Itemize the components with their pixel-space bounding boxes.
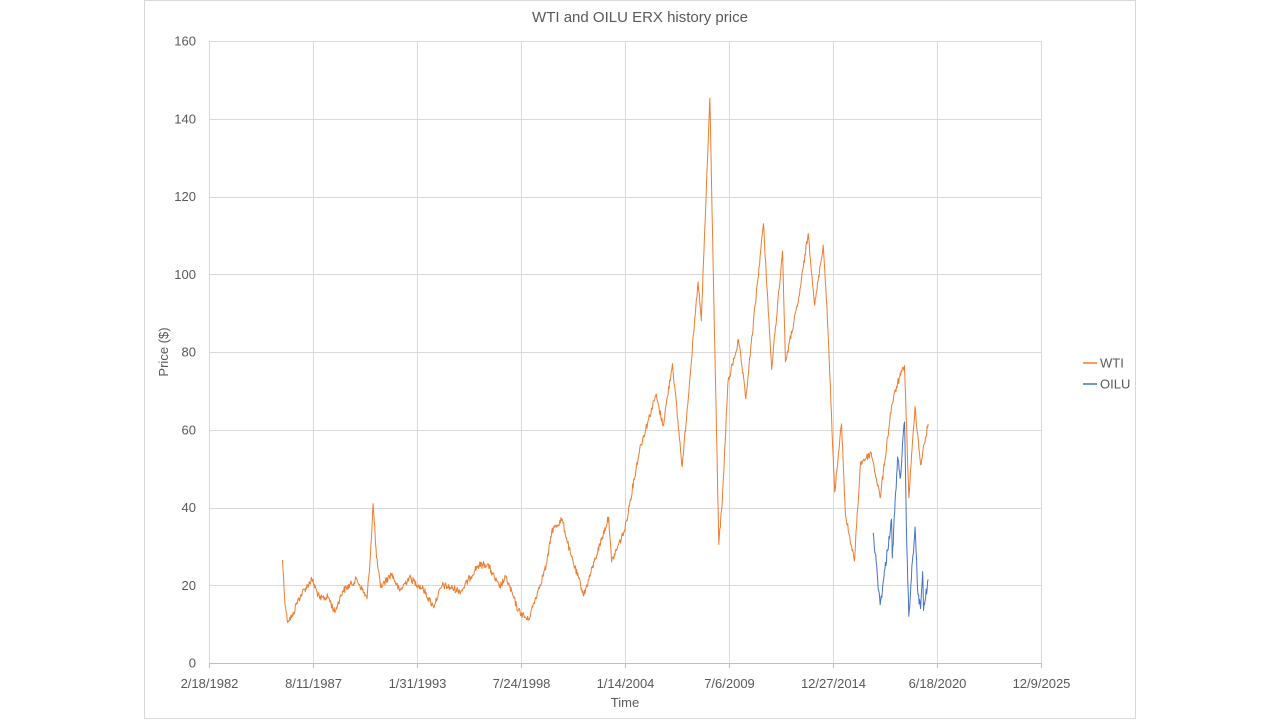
y-axis-title: Price ($) — [156, 327, 171, 376]
x-tick-label: 7/6/2009 — [704, 676, 755, 691]
series-layer — [282, 97, 929, 624]
x-tick-label: 1/31/1993 — [389, 676, 447, 691]
gridlines — [209, 41, 1042, 668]
chart-title: WTI and OILU ERX history price — [532, 9, 748, 26]
y-tick-label: 60 — [182, 422, 196, 437]
legend-item-oilu: OILU — [1083, 377, 1130, 392]
x-tick-label: 6/18/2020 — [909, 676, 967, 691]
y-tick-label: 100 — [174, 267, 196, 282]
x-tick-label: 2/18/1982 — [181, 676, 239, 691]
series-line-wti — [282, 97, 929, 624]
tick-labels: 0 20 40 60 80 100 120 140 160 2/18/1982 8/11/1987 1… — [174, 34, 1070, 692]
legend-label-oilu: OILU — [1100, 377, 1130, 392]
y-tick-label: 120 — [174, 189, 196, 204]
y-tick-label: 80 — [182, 345, 196, 360]
y-tick-label: 140 — [174, 111, 196, 126]
x-tick-label: 8/11/1987 — [285, 676, 342, 691]
x-tick-label: 12/27/2014 — [801, 676, 866, 691]
y-tick-label: 160 — [174, 34, 196, 49]
chart-area-border — [144, 0, 1136, 719]
legend-label-wti: WTI — [1100, 356, 1124, 371]
legend-item-wti: WTI — [1083, 356, 1124, 371]
y-tick-label: 0 — [189, 656, 196, 671]
legend: WTI OILU — [1083, 356, 1130, 392]
y-tick-label: 20 — [182, 578, 196, 593]
x-axis-title: Time — [611, 695, 639, 710]
series-line-oilu — [872, 421, 929, 617]
x-tick-label: 1/14/2004 — [597, 676, 655, 691]
x-tick-label: 12/9/2025 — [1013, 676, 1071, 691]
x-tick-label: 7/24/1998 — [493, 676, 551, 691]
y-tick-label: 40 — [182, 500, 196, 515]
